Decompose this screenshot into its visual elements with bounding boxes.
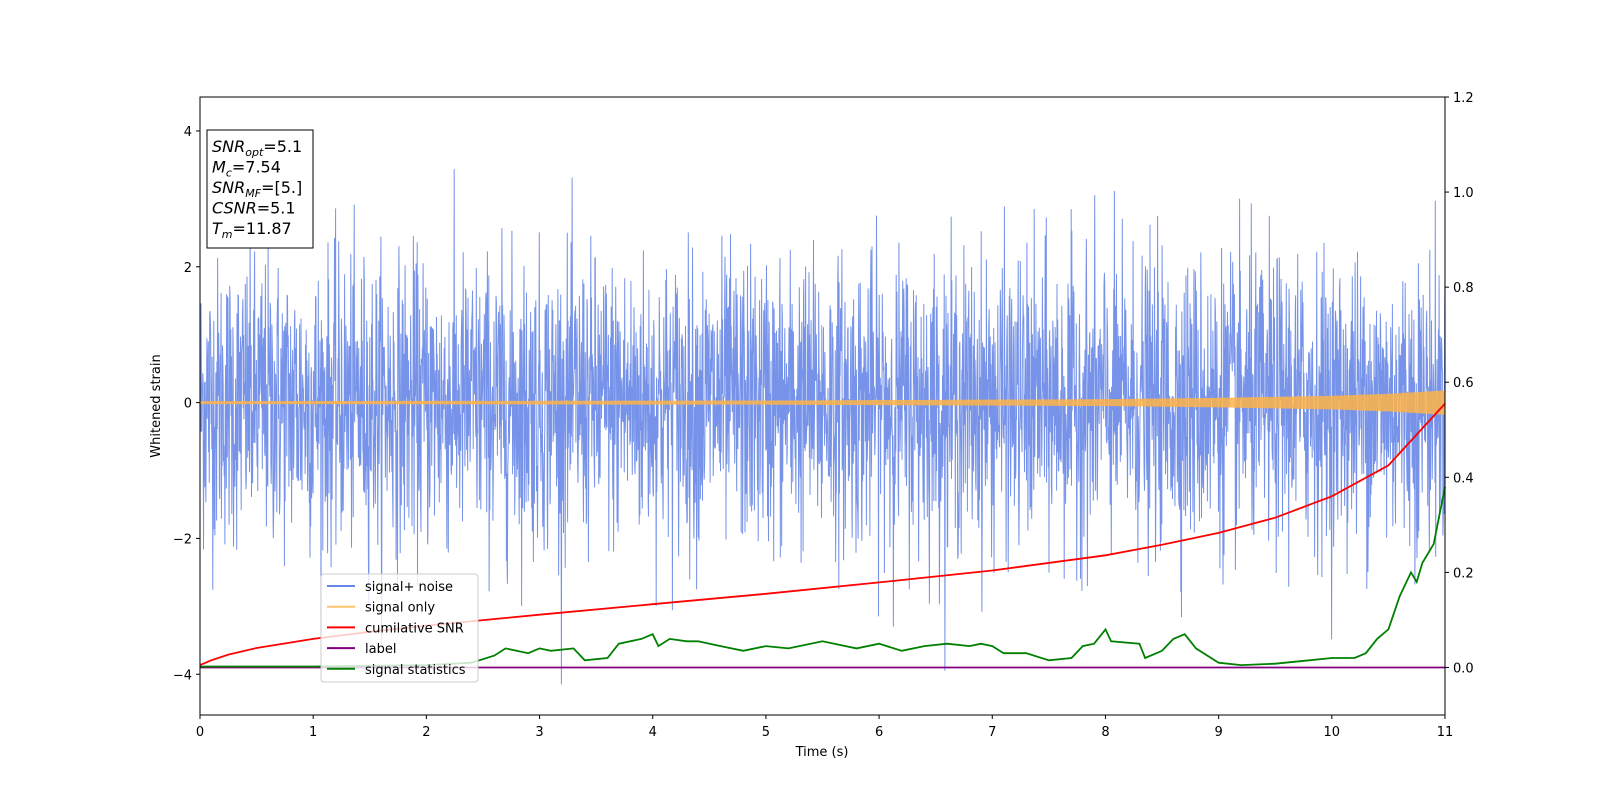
y-tick-label: 2 (184, 261, 192, 276)
x-tick-label: 8 (1101, 725, 1109, 740)
legend-label-cumilative-snr: cumilative SNR (365, 621, 464, 636)
y2-tick-label: 0.4 (1453, 471, 1474, 486)
series-signal-only-line (199, 390, 1446, 415)
legend: signal+ noise signal only cumilative SNR la… (320, 573, 479, 683)
annotation-line: CSNR=5.1 (212, 199, 296, 218)
plot-frame (199, 96, 1446, 716)
x-tick-label: 3 (535, 725, 543, 740)
y-axis-left: 4 2 0 −2 −4 (173, 125, 200, 683)
y-tick-label: −4 (173, 668, 192, 683)
noise-series (199, 169, 1446, 685)
x-tick-label: 4 (649, 725, 657, 740)
legend-label-label: label (365, 642, 396, 657)
y2-tick-label: 0.2 (1453, 566, 1474, 581)
y-tick-label: −2 (173, 532, 192, 547)
y2-tick-label: 0.8 (1453, 281, 1474, 296)
annotation-box: SNRopt=5.1Mc=7.54SNRMF=[5.]CSNR=5.1Tm=11… (206, 129, 314, 249)
annotation-line: Mc=7.54 (212, 158, 281, 180)
y2-tick-label: 1.2 (1453, 91, 1474, 106)
y-tick-label: 0 (184, 397, 192, 412)
series-signal-noise-line (199, 169, 1446, 685)
annotation-frame (206, 129, 314, 249)
x-tick-label: 2 (422, 725, 430, 740)
x-tick-label: 5 (762, 725, 770, 740)
x-axis: 0 1 2 3 4 5 6 7 8 9 10 11 (196, 715, 1453, 740)
y-axis-right: 1.2 1.0 0.8 0.6 0.4 0.2 0.0 (1445, 91, 1474, 676)
legend-frame (320, 573, 479, 683)
x-tick-label: 6 (875, 725, 883, 740)
annotation-line: SNRopt=5.1 (212, 137, 302, 159)
x-tick-label: 10 (1324, 725, 1341, 740)
x-axis-label: Time (s) (795, 745, 849, 760)
series-cumilative-snr-line (199, 402, 1446, 666)
x-tick-label: 11 (1437, 725, 1454, 740)
y-tick-label: 4 (184, 125, 192, 140)
y2-tick-label: 0.0 (1453, 661, 1474, 676)
annotation-line: SNRMF=[5.] (212, 178, 302, 200)
y2-tick-label: 0.6 (1453, 376, 1474, 391)
y-axis-label: Whitened strain (149, 354, 164, 457)
x-tick-label: 0 (196, 725, 204, 740)
legend-label-signal-only: signal only (365, 601, 435, 616)
legend-label-signal-noise: signal+ noise (365, 580, 453, 595)
legend-label-signal-statistics: signal statistics (365, 663, 466, 678)
signal-only-series (199, 390, 1446, 415)
annotation-line: Tm=11.87 (212, 219, 292, 241)
x-tick-label: 9 (1214, 725, 1222, 740)
x-tick-label: 1 (309, 725, 317, 740)
y2-tick-label: 1.0 (1453, 186, 1474, 201)
x-tick-label: 7 (988, 725, 996, 740)
series-signal-statistics-line (200, 486, 1446, 668)
